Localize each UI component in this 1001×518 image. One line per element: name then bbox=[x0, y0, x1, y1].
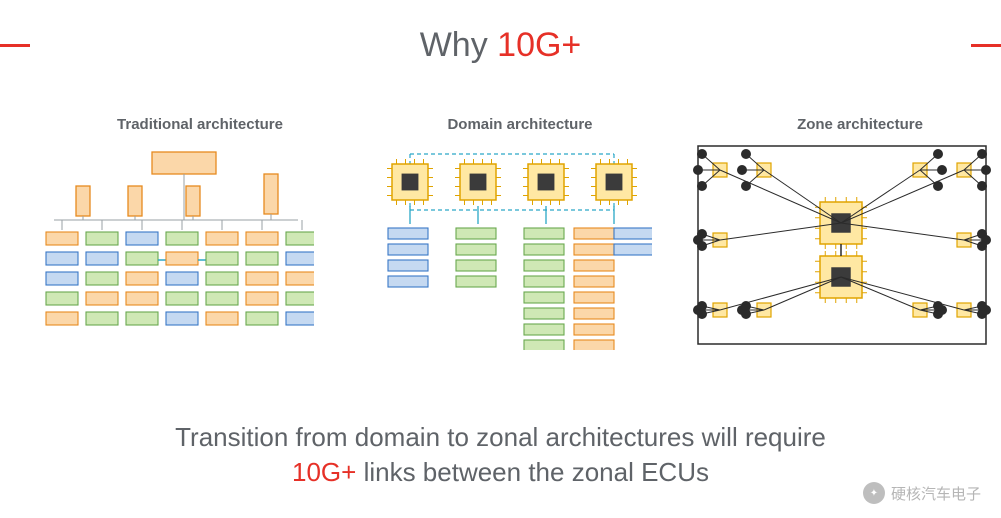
accent-line-right bbox=[971, 44, 1001, 47]
bottom-emph: 10G+ bbox=[292, 457, 356, 487]
page-title: Why 10G+ bbox=[420, 26, 582, 65]
wechat-icon: ✦ bbox=[863, 482, 885, 504]
bottom-text: Transition from domain to zonal architec… bbox=[0, 420, 1001, 490]
label-zone: Zone architecture bbox=[740, 116, 980, 133]
title-before: Why bbox=[420, 26, 497, 64]
watermark-text: 硬核汽车电子 bbox=[891, 483, 981, 504]
diagram-traditional bbox=[18, 140, 314, 355]
title-row: Why 10G+ bbox=[0, 26, 1001, 65]
bottom-line2-after: links between the zonal ECUs bbox=[356, 457, 709, 487]
accent-line-left bbox=[0, 44, 30, 47]
watermark: ✦ 硬核汽车电子 bbox=[863, 482, 981, 504]
label-traditional: Traditional architecture bbox=[80, 116, 320, 133]
bottom-line1: Transition from domain to zonal architec… bbox=[175, 422, 826, 452]
title-emph: 10G+ bbox=[497, 26, 581, 64]
diagram-domain bbox=[356, 140, 652, 355]
diagram-zone bbox=[692, 140, 992, 355]
label-domain: Domain architecture bbox=[400, 116, 640, 133]
